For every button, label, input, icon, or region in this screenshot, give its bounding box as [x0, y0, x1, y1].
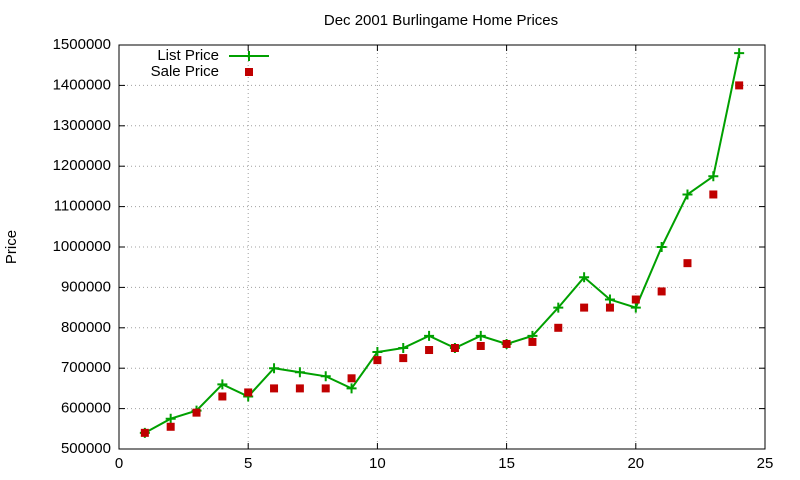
legend-swatch	[244, 51, 254, 61]
x-tick-label: 0	[115, 455, 123, 472]
point	[734, 48, 745, 59]
point	[604, 294, 615, 305]
point	[165, 413, 176, 424]
y-tick-label: 1200000	[53, 157, 111, 174]
point	[554, 323, 563, 332]
point	[502, 339, 511, 348]
point	[682, 189, 693, 200]
x-tick-label: 15	[498, 455, 515, 472]
point	[218, 392, 227, 401]
point	[321, 384, 330, 393]
series-line	[144, 52, 741, 434]
point	[630, 302, 641, 313]
chart-title: Dec 2001 Burlingame Home Prices	[324, 12, 558, 29]
point	[476, 341, 485, 350]
x-tick-label: 25	[757, 455, 774, 472]
point	[605, 303, 614, 312]
point	[580, 303, 589, 312]
point	[373, 356, 382, 365]
point	[475, 330, 486, 341]
point	[398, 343, 409, 353]
point	[657, 287, 666, 296]
point	[553, 302, 564, 313]
point	[166, 422, 175, 431]
y-tick-label: 600000	[61, 400, 111, 417]
point	[347, 374, 356, 383]
point	[192, 408, 201, 417]
point	[735, 81, 744, 90]
point	[425, 346, 434, 355]
point	[269, 363, 280, 374]
y-tick-label: 500000	[61, 440, 111, 457]
x-tick-label: 5	[244, 455, 252, 472]
legend-label: List Price	[157, 47, 219, 64]
point	[217, 379, 228, 390]
y-tick-label: 1100000	[54, 198, 111, 215]
y-tick-label: 1400000	[53, 76, 111, 93]
legend-label: Sale Price	[151, 63, 219, 80]
point	[709, 190, 718, 199]
point	[320, 371, 331, 382]
y-tick-label: 900000	[61, 278, 111, 295]
point	[295, 384, 304, 393]
x-tick-label: 10	[369, 455, 386, 472]
point	[579, 272, 590, 283]
point	[346, 383, 357, 394]
point	[450, 344, 459, 352]
plot-frame	[118, 44, 766, 450]
y-tick-label: 700000	[61, 359, 111, 376]
point	[270, 384, 279, 393]
point	[683, 259, 692, 268]
point	[528, 337, 537, 346]
y-tick-label: 1000000	[53, 238, 111, 255]
x-tick-label: 20	[627, 455, 644, 472]
y-axis-label: Price	[3, 230, 20, 264]
legend-swatch	[245, 68, 253, 76]
point	[631, 295, 640, 304]
point	[372, 347, 383, 358]
point	[140, 428, 149, 437]
point	[424, 330, 435, 341]
y-tick-label: 800000	[61, 319, 111, 336]
point	[708, 171, 719, 182]
point	[399, 354, 408, 363]
point	[244, 388, 253, 397]
point	[656, 242, 667, 252]
y-tick-label: 1500000	[53, 36, 111, 53]
y-tick-label: 1300000	[53, 117, 111, 134]
point	[294, 367, 305, 378]
